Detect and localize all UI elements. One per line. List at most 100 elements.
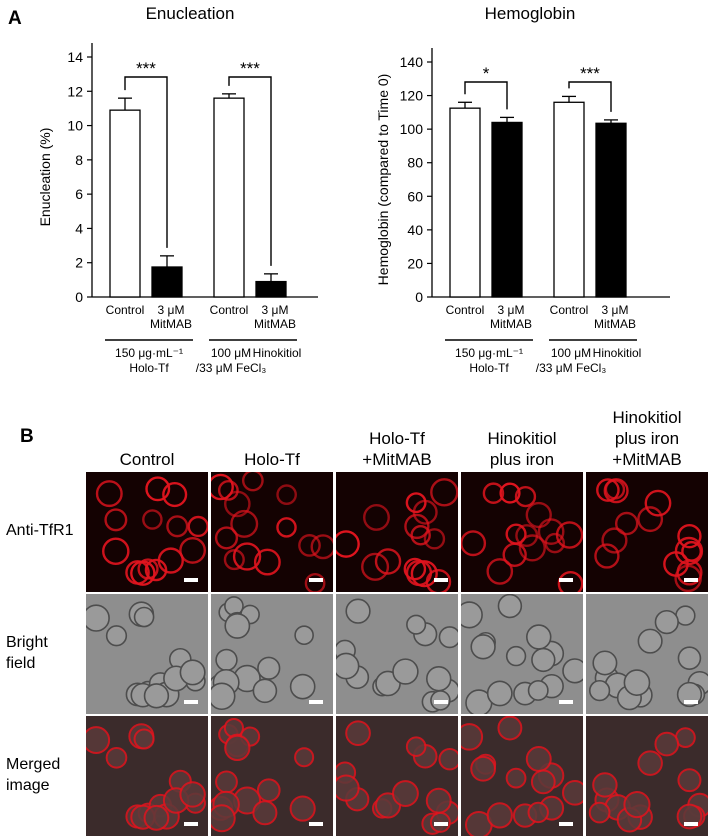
cell: [426, 665, 452, 692]
cell: [179, 781, 206, 808]
cell-drawing: [211, 596, 316, 711]
cell: [215, 648, 238, 672]
cell: [304, 572, 326, 592]
bar: [255, 280, 287, 298]
bar: [449, 107, 481, 298]
cell: [130, 560, 156, 586]
cell: [86, 726, 111, 755]
scale-bar: [309, 700, 323, 704]
scale-bar: [184, 700, 198, 704]
cell: [654, 731, 680, 757]
scale-bar: [684, 578, 698, 582]
cell: [430, 478, 458, 507]
cell: [470, 755, 496, 782]
cell: [592, 772, 618, 798]
enucleation-chart: Enucleation 0 2 4 6 8 10 12 14 Enucleation (%) ***…: [37, 4, 318, 375]
cell-drawing: [86, 601, 206, 709]
scale-bar: [559, 822, 573, 826]
cell: [232, 542, 262, 571]
cell: [623, 791, 651, 819]
cell: [392, 658, 419, 685]
group-label: /33 μM FeCl₃: [536, 361, 607, 375]
cell: [514, 485, 537, 508]
cell: [105, 746, 128, 769]
group-label: Hinokitiol: [593, 346, 642, 360]
cell: [257, 656, 281, 680]
x-category-label: Control: [446, 303, 485, 317]
y-tick-label: 4: [75, 220, 83, 236]
cell: [363, 504, 390, 531]
cell: [230, 509, 259, 538]
cell-drawing: [211, 717, 316, 833]
chart-title: Hemoglobin: [485, 4, 576, 23]
cell: [486, 558, 514, 585]
cell: [142, 509, 163, 530]
group-label: /33 μM FeCl₃: [196, 361, 267, 375]
y-tick-label: 80: [407, 155, 423, 171]
y-tick-label: 0: [75, 289, 83, 305]
cell: [677, 523, 702, 549]
y-tick-label: 20: [407, 255, 423, 271]
scale-bar: [434, 700, 448, 704]
cell: [405, 492, 427, 514]
cell: [425, 787, 452, 814]
cell: [425, 568, 452, 592]
cell: [133, 728, 155, 750]
scale-bar: [184, 822, 198, 826]
x-category-label: 3 μM: [158, 303, 185, 317]
merged-image: [336, 716, 458, 836]
bar: [595, 122, 627, 298]
cell: [637, 506, 664, 533]
significance-label: ***: [580, 64, 600, 83]
cell: [654, 609, 679, 635]
cell: [461, 601, 483, 629]
y-tick-label: 12: [67, 83, 83, 99]
panel-a-letter: A: [8, 8, 22, 29]
scale-bar: [684, 822, 698, 826]
fluorescence-image: [586, 472, 708, 592]
x-category-label: 3 μM: [262, 303, 289, 317]
y-tick-label: 140: [400, 54, 424, 70]
cell: [211, 682, 236, 711]
cell: [241, 472, 264, 492]
bright-field-image: [86, 594, 208, 714]
cell: [527, 679, 549, 701]
cell: [361, 552, 390, 581]
scale-bar: [184, 578, 198, 582]
cell: [530, 769, 556, 795]
cell: [486, 680, 513, 707]
cell: [187, 515, 208, 538]
cell: [497, 594, 523, 619]
cell: [276, 517, 297, 538]
panel-a-charts: A Enucleation 0 2 4 6 8 10 12 14 Enucleation (%) *…: [8, 4, 670, 375]
cell: [499, 482, 521, 504]
cell: [596, 478, 620, 502]
cell: [145, 476, 171, 502]
cell: [482, 482, 505, 504]
cell: [518, 534, 546, 562]
cell: [252, 678, 278, 704]
bright-field-image: [586, 594, 708, 714]
group-label: Hinokitiol: [253, 346, 302, 360]
y-tick-label: 14: [67, 49, 83, 65]
cell-drawing: [461, 482, 583, 592]
cell: [336, 774, 360, 802]
x-category-label: 3 μM: [498, 303, 525, 317]
cell: [515, 524, 539, 548]
cell: [298, 534, 321, 557]
cell: [217, 479, 239, 501]
cell: [461, 530, 487, 557]
cell: [157, 547, 184, 574]
significance-label: ***: [136, 59, 156, 78]
y-tick-label: 2: [75, 255, 83, 271]
cell: [677, 768, 702, 793]
bar: [553, 101, 585, 298]
x-category-label: Control: [106, 303, 145, 317]
group-label: 100 μM: [551, 346, 591, 360]
cell: [294, 625, 314, 646]
significance-bracket: [464, 81, 508, 110]
group-label: 150 μg·mL⁻¹: [455, 346, 523, 360]
panel-b: B Control Holo-Tf Holo-Tf +MitMAB Hinokitio…: [0, 408, 709, 836]
cell: [392, 780, 419, 807]
merged-image: [211, 716, 333, 836]
